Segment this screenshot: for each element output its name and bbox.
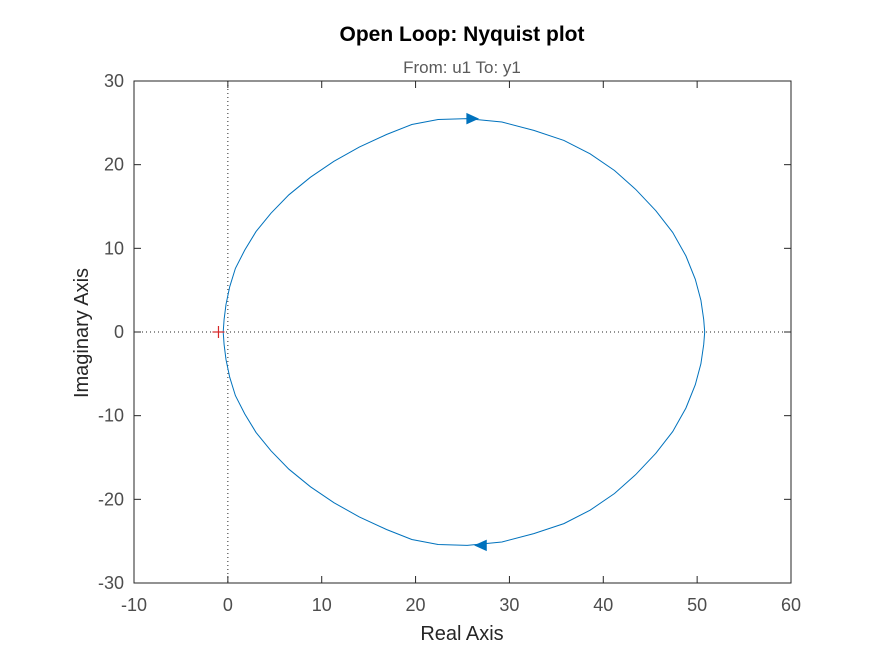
y-tick-label: 0	[114, 322, 124, 342]
chart-subtitle: From: u1 To: y1	[403, 58, 521, 77]
plot-area: -10 0 10 20 30 40 50 60 -30 -20 -10 0 10 20 30	[98, 71, 801, 615]
y-axis-label: Imaginary Axis	[71, 268, 93, 398]
x-axis-label: Real Axis	[420, 623, 503, 645]
x-tick-label: 10	[312, 595, 332, 615]
direction-arrow-icon	[474, 539, 487, 552]
x-tick-label: 40	[593, 595, 613, 615]
chart-title: Open Loop: Nyquist plot	[340, 23, 585, 46]
x-tick-label: 60	[781, 595, 801, 615]
y-tick-label: 30	[104, 71, 124, 91]
y-tick-label: 20	[104, 155, 124, 175]
y-tick-label: 10	[104, 238, 124, 258]
y-tick-label: -10	[98, 406, 124, 426]
y-tick-label: -30	[98, 573, 124, 593]
x-tick-label: 20	[406, 595, 426, 615]
x-tick-label: 50	[687, 595, 707, 615]
x-tick-label: 0	[223, 595, 233, 615]
y-tick-label: -20	[98, 489, 124, 509]
direction-arrow-icon	[466, 112, 480, 125]
x-tick-label: -10	[121, 595, 147, 615]
nyquist-curve	[222, 118, 706, 546]
x-tick-label: 30	[499, 595, 519, 615]
